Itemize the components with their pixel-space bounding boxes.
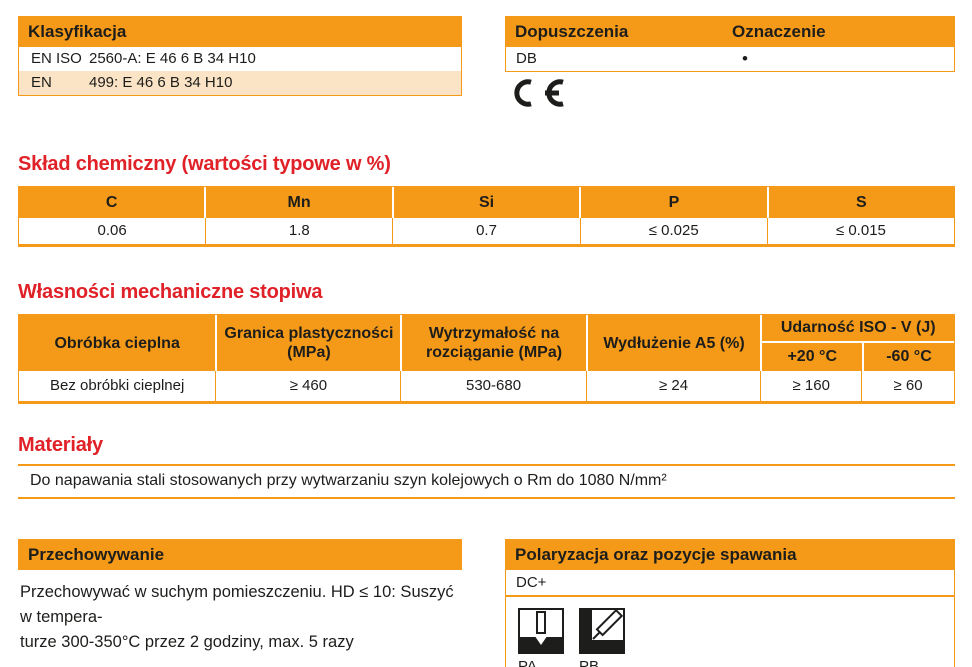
classification-body: EN ISO 2560-A: E 46 6 B 34 H10 EN 499: E… [18, 47, 462, 96]
horizontal-fillet-position-icon [579, 608, 625, 654]
materials-text: Do napawania stali stosowanych przy wytw… [18, 464, 955, 499]
storage-panel: Przechowywanie Przechowywać w suchym pom… [18, 539, 462, 667]
top-section: Klasyfikacja EN ISO 2560-A: E 46 6 B 34 … [18, 16, 955, 109]
flat-position-icon [518, 608, 564, 654]
column-header: Udarność ISO - V (J) [780, 319, 936, 336]
bottom-section: Przechowywanie Przechowywać w suchym pom… [18, 539, 955, 667]
mechanical-table-header: Obróbka cieplna Granica plastyczności (M… [19, 315, 954, 371]
storage-text-line: turze 300-350°C przez 2 godziny, max. 5 … [20, 633, 354, 651]
approval-mark-bullet: • [742, 49, 748, 68]
cell-value: 0.7 [392, 218, 579, 244]
cell-value: 1.8 [205, 218, 392, 244]
polarity-header: Polaryzacja oraz pozycje spawania [505, 539, 955, 570]
cell-value: 0.06 [97, 222, 127, 239]
table-row: EN 499: E 46 6 B 34 H10 [19, 71, 461, 95]
approvals-table: Dopuszczenia Oznaczenie DB • [505, 16, 955, 109]
designation-column-label: Oznaczenie [732, 22, 826, 41]
welding-position: PA [518, 608, 564, 667]
cell-value: ≥ 24 [585, 371, 761, 401]
impact-column-group: Udarność ISO - V (J) +20 °C -60 °C [760, 315, 954, 371]
chemical-table-header: C Mn Si P S [19, 187, 954, 218]
column-header: Obróbka cieplna [54, 334, 180, 352]
column-header: P [579, 187, 766, 218]
cell-value: ≥ 460 [215, 371, 400, 401]
standard-value: 2560-A: E 46 6 B 34 H10 [89, 50, 256, 67]
cell-value: Bez obróbki cieplnej [50, 377, 185, 394]
cell-value: ≥ 160 [760, 371, 861, 401]
column-header: C [105, 194, 118, 211]
datasheet-page: Klasyfikacja EN ISO 2560-A: E 46 6 B 34 … [18, 16, 955, 667]
column-header: Si [391, 187, 579, 218]
column-header: S [766, 187, 954, 218]
table-row: DB • [505, 47, 955, 72]
welding-position: PB [579, 608, 625, 667]
approvals-header: Dopuszczenia Oznaczenie [505, 16, 955, 47]
approval-name: DB [516, 50, 537, 67]
column-header: Mn [204, 187, 391, 218]
column-header: Wytrzymałość na rozciąganie (MPa) [400, 315, 585, 371]
storage-text: Przechowywać w suchym pomieszczeniu. HD … [18, 580, 462, 655]
standard-name: EN [31, 74, 52, 91]
cell-value: ≥ 60 [861, 371, 954, 401]
mechanical-section-heading: Własności mechaniczne stopiwa [18, 281, 323, 303]
cell-value: ≤ 0.015 [766, 218, 954, 244]
table-row: 0.06 1.8 0.7 ≤ 0.025 ≤ 0.015 [19, 218, 954, 244]
standard-value: 499: E 46 6 B 34 H10 [89, 74, 233, 91]
mechanical-table: Obróbka cieplna Granica plastyczności (M… [18, 314, 955, 404]
cell-value: 530-680 [400, 371, 585, 401]
welding-positions: PA PB [506, 597, 954, 667]
approvals-column-label: Dopuszczenia [515, 22, 629, 41]
storage-header: Przechowywanie [18, 539, 462, 570]
classification-header: Klasyfikacja [18, 16, 462, 47]
polarity-body: DC+ PA [505, 570, 955, 667]
cell-value: ≤ 0.025 [579, 218, 767, 244]
column-header: -60 °C [862, 343, 954, 371]
column-header: +20 °C [787, 348, 837, 365]
chemical-table: C Mn Si P S 0.06 1.8 0.7 ≤ 0.025 ≤ 0.015 [18, 186, 955, 247]
chemical-section-heading: Skład chemiczny (wartości typowe w %) [18, 153, 391, 175]
table-row: EN ISO 2560-A: E 46 6 B 34 H10 [19, 47, 461, 71]
storage-text-line: Przechowywać w suchym pomieszczeniu. HD … [20, 583, 454, 626]
table-row: Bez obróbki cieplnej ≥ 460 530-680 ≥ 24 … [19, 371, 954, 401]
column-header: Wydłużenie A5 (%) [585, 315, 761, 371]
classification-table: Klasyfikacja EN ISO 2560-A: E 46 6 B 34 … [18, 16, 462, 109]
position-label: PA [518, 658, 537, 667]
impact-subheader-row: +20 °C -60 °C [762, 341, 954, 371]
standard-name: EN ISO [31, 50, 82, 67]
materials-section-heading: Materiały [18, 434, 103, 456]
ce-mark-icon [505, 79, 955, 109]
column-header: Granica plastyczności (MPa) [215, 315, 400, 371]
polarity-panel: Polaryzacja oraz pozycje spawania DC+ PA [505, 539, 955, 667]
current-type-value: DC+ [506, 570, 954, 597]
position-label: PB [579, 658, 600, 667]
